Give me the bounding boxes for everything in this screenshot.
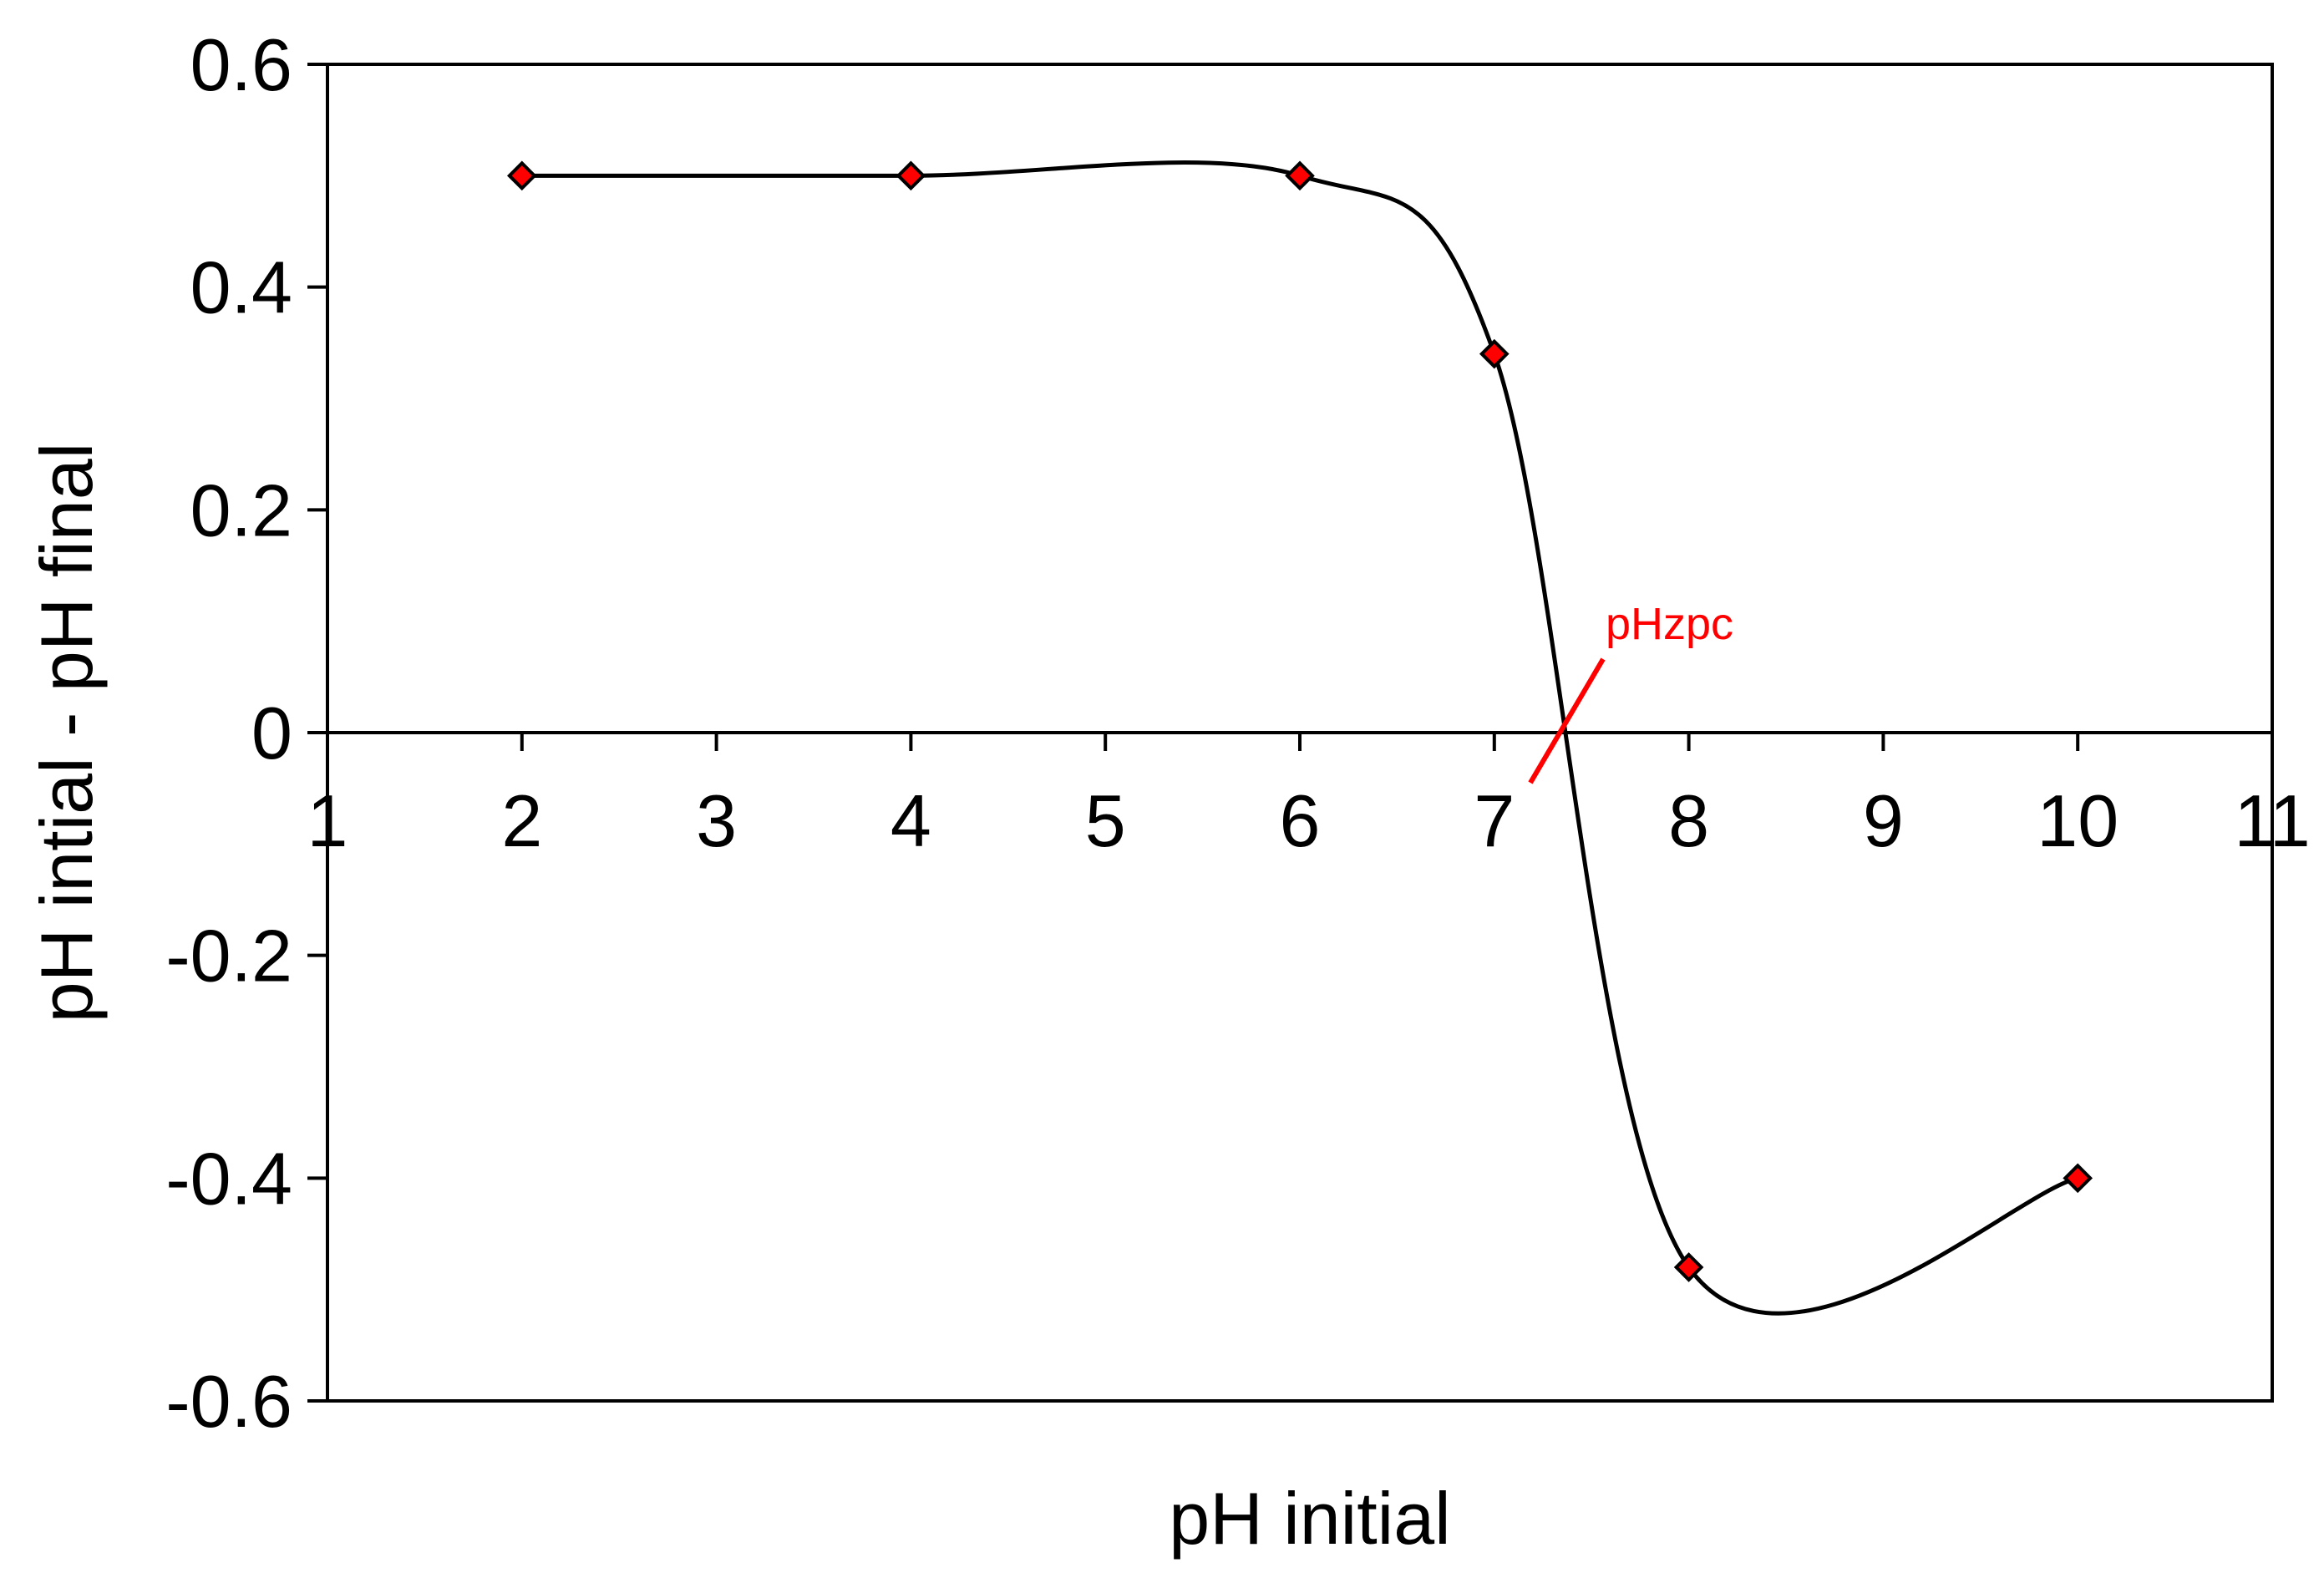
x-axis-title: pH initial <box>1169 1477 1450 1560</box>
x-tick-label: 7 <box>1474 779 1515 862</box>
series-group <box>506 160 2093 1316</box>
y-tick-label: 0 <box>251 692 292 774</box>
y-axis: 0.6 0.4 0.2 0 -0.2 -0.4 -0.6 <box>165 23 327 1443</box>
x-axis: 1 2 3 4 5 6 7 8 9 10 11 <box>307 731 2311 862</box>
data-point <box>506 160 537 191</box>
x-tick-label: 8 <box>1668 779 1709 862</box>
x-tick-label: 9 <box>1863 779 1904 862</box>
x-tick-label: 11 <box>2234 779 2310 862</box>
x-tick-label: 6 <box>1280 779 1321 862</box>
y-tick-label: 0.4 <box>190 246 292 329</box>
data-point <box>1673 1252 1704 1282</box>
x-tick-label: 2 <box>501 779 542 862</box>
data-point <box>1285 160 1315 191</box>
x-tick-label: 4 <box>891 779 931 862</box>
annotation-label: pHzpc <box>1606 599 1733 649</box>
y-tick-label: -0.2 <box>165 915 292 997</box>
y-tick-label: 0.6 <box>190 23 292 106</box>
y-tick-label: -0.4 <box>165 1137 292 1220</box>
x-tick-label: 3 <box>696 779 737 862</box>
annotation-pointer <box>1528 657 1606 784</box>
data-point <box>896 160 926 191</box>
annotation-group: pHzpc <box>1528 599 1733 784</box>
data-point <box>1479 338 1510 369</box>
y-tick-label: 0.2 <box>190 469 292 551</box>
y-axis-title: pH intial - pH final <box>25 443 108 1023</box>
x-tick-label: 1 <box>307 779 348 862</box>
y-tick-label: -0.6 <box>165 1360 292 1443</box>
x-tick-label: 10 <box>2037 779 2118 862</box>
x-tick-label: 5 <box>1085 779 1126 862</box>
data-point <box>2063 1163 2093 1194</box>
